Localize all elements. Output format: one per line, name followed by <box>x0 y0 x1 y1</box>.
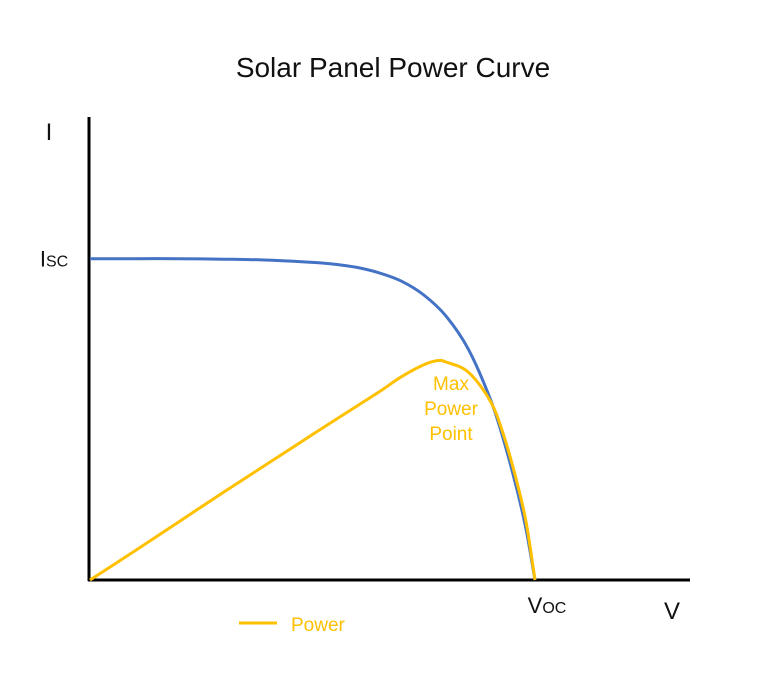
series-line-power <box>89 358 537 582</box>
legend-label-power: Power <box>291 615 346 636</box>
y-tick-label-isc: ISC <box>40 247 68 272</box>
legend: Power <box>239 615 346 636</box>
series-line-current <box>90 257 537 581</box>
x-axis-label: V <box>664 598 680 625</box>
chart-title: Solar Panel Power Curve <box>236 52 550 83</box>
max-power-point-annotation: Max Power Point <box>424 374 479 445</box>
y-axis-label: I <box>46 119 53 146</box>
x-tick-label-voc: VOC <box>528 593 567 618</box>
tick-labels: ISC VOC <box>40 247 567 618</box>
series-lines <box>89 257 537 582</box>
